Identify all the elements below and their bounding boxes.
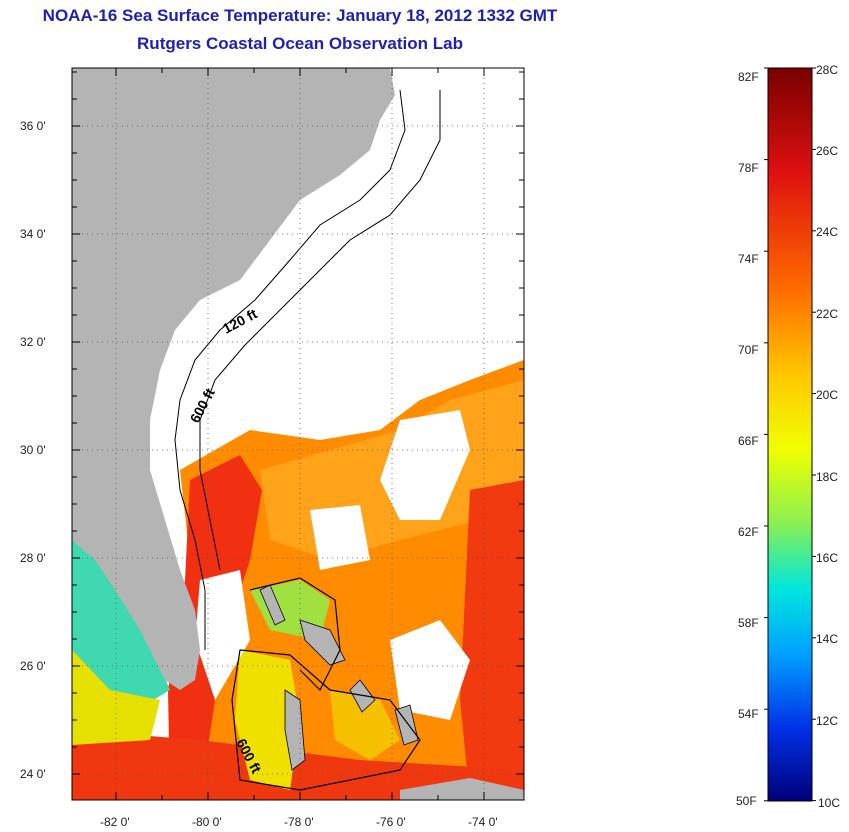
lon-label: -78 0' <box>284 815 314 829</box>
cloud-patch <box>380 410 470 520</box>
c-label: 24C <box>816 225 838 239</box>
lat-label: 30 0' <box>20 443 46 457</box>
lat-label: 36 0' <box>20 119 46 133</box>
lat-label: 32 0' <box>20 335 46 349</box>
lon-label: -74 0' <box>468 815 498 829</box>
land-mainland <box>72 68 395 690</box>
lon-label: -76 0' <box>376 815 406 829</box>
c-label: 28C <box>816 63 838 77</box>
f-label: 58F <box>738 616 759 630</box>
f-label: 54F <box>738 707 759 721</box>
contour-120ft <box>174 89 406 650</box>
longitude-labels: -82 0' -80 0' -78 0' -76 0' -74 0' <box>100 815 498 829</box>
c-label: 26C <box>816 144 838 158</box>
sst-gulf-yellow <box>72 650 160 745</box>
land-island <box>299 619 346 666</box>
lat-label: 26 0' <box>20 659 46 673</box>
cloud-patch <box>195 570 250 700</box>
c-label: 20C <box>816 388 838 402</box>
colorbar-ticks <box>764 67 816 802</box>
sst-bank-yellow2 <box>330 690 400 760</box>
map-title: NOAA-16 Sea Surface Temperature: January… <box>42 6 558 25</box>
c-label: 14C <box>816 632 838 646</box>
latitude-labels: 36 0' 34 0' 32 0' 30 0' 28 0' 26 0' 24 0… <box>20 119 46 781</box>
land-island <box>284 689 306 771</box>
f-label: 70F <box>738 343 759 357</box>
contour-bank <box>231 649 421 791</box>
fahrenheit-labels: 82F 78F 74F 70F 66F 62F 58F 54F 50F <box>736 70 759 808</box>
lat-label: 34 0' <box>20 227 46 241</box>
c-label: 16C <box>816 551 838 565</box>
sst-red-east <box>460 480 524 800</box>
c-label: 18C <box>816 470 838 484</box>
lon-label: -80 0' <box>192 815 222 829</box>
f-label: 62F <box>738 525 759 539</box>
c-label: 12C <box>816 714 838 728</box>
land-cuba <box>400 778 524 800</box>
f-label: 74F <box>738 252 759 266</box>
map-subtitle: Rutgers Coastal Ocean Observation Lab <box>137 34 463 53</box>
contour-600ft <box>199 90 441 571</box>
cloud-patch <box>390 620 470 720</box>
lat-label: 24 0' <box>20 767 46 781</box>
lat-label: 28 0' <box>20 551 46 565</box>
lon-label: -82 0' <box>100 815 130 829</box>
sst-bank-yellow <box>235 650 300 790</box>
f-label: 82F <box>738 70 759 84</box>
map-ticks <box>72 68 524 800</box>
map-frame <box>71 67 525 801</box>
celsius-labels: 28C 26C 24C 22C 20C 18C 16C 14C 12C 10C <box>816 63 840 810</box>
colorbar-gradient <box>768 68 812 801</box>
c-label: 10C <box>818 796 840 810</box>
f-label: 66F <box>738 434 759 448</box>
land-island <box>259 584 286 626</box>
contour-bank <box>249 577 341 692</box>
map-grid <box>72 68 524 800</box>
f-label: 50F <box>736 794 757 808</box>
cloud-patch <box>310 505 370 570</box>
c-label: 22C <box>816 307 838 321</box>
f-label: 78F <box>738 161 759 175</box>
